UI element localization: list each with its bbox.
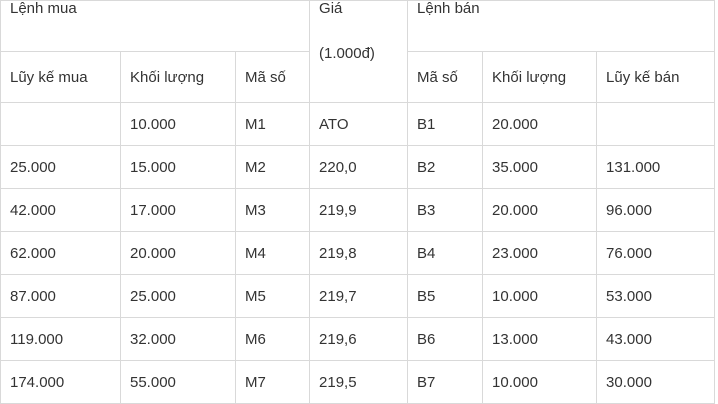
table-row: 42.000 17.000 M3 219,9 B3 20.000 96.000: [0, 188, 716, 232]
sell-group-header: Lệnh bán: [407, 0, 716, 52]
sell-cumulative-cell: [596, 102, 716, 146]
price-cell: 219,5: [309, 360, 409, 404]
price-header: Giá (1.000đ): [309, 0, 409, 103]
buy-volume-cell: 15.000: [120, 145, 236, 189]
buy-cumulative-cell: 25.000: [0, 145, 121, 189]
price-cell: 219,6: [309, 317, 409, 361]
sell-cumulative-cell: 43.000: [596, 317, 716, 361]
table-row: 62.000 20.000 M4 219,8 B4 23.000 76.000: [0, 231, 716, 275]
buy-volume-cell: 10.000: [120, 102, 236, 146]
buy-code-cell: M6: [234, 317, 311, 361]
sell-code-cell: B1: [407, 102, 484, 146]
sell-volume-cell: 13.000: [482, 317, 598, 361]
buy-volume-header: Khối lượng: [120, 51, 236, 103]
price-cell: 219,7: [309, 274, 409, 318]
buy-code-header: Mã số: [234, 51, 311, 103]
sell-volume-cell: 10.000: [482, 360, 598, 404]
sell-volume-header: Khối lượng: [482, 51, 598, 103]
buy-cumulative-cell: 119.000: [0, 317, 121, 361]
sell-code-cell: B2: [407, 145, 484, 189]
table-row: 174.000 55.000 M7 219,5 B7 10.000 30.000: [0, 360, 716, 404]
buy-volume-cell: 32.000: [120, 317, 236, 361]
sell-code-cell: B6: [407, 317, 484, 361]
sell-code-header: Mã số: [407, 51, 484, 103]
sell-cumulative-header: Lũy kế bán: [596, 51, 716, 103]
sell-cumulative-cell: 131.000: [596, 145, 716, 189]
sell-volume-cell: 35.000: [482, 145, 598, 189]
sell-cumulative-cell: 76.000: [596, 231, 716, 275]
price-cell: 219,8: [309, 231, 409, 275]
price-cell: 219,9: [309, 188, 409, 232]
sell-code-cell: B3: [407, 188, 484, 232]
buy-volume-cell: 17.000: [120, 188, 236, 232]
sell-code-cell: B5: [407, 274, 484, 318]
header-row-groups: Lệnh mua Giá (1.000đ) Lệnh bán: [0, 0, 716, 103]
price-cell: 220,0: [309, 145, 409, 189]
sell-cumulative-cell: 96.000: [596, 188, 716, 232]
buy-code-cell: M2: [234, 145, 311, 189]
table-row: 25.000 15.000 M2 220,0 B2 35.000 131.000: [0, 145, 716, 189]
table-row: 10.000 M1 ATO B1 20.000: [0, 102, 716, 146]
sell-volume-cell: 20.000: [482, 188, 598, 232]
sell-volume-cell: 10.000: [482, 274, 598, 318]
sell-cumulative-cell: 30.000: [596, 360, 716, 404]
sell-volume-cell: 23.000: [482, 231, 598, 275]
buy-cumulative-cell: 174.000: [0, 360, 121, 404]
buy-code-cell: M5: [234, 274, 311, 318]
buy-code-cell: M4: [234, 231, 311, 275]
price-unit: (1.000đ): [319, 45, 375, 62]
buy-cumulative-cell: 62.000: [0, 231, 121, 275]
sell-code-cell: B7: [407, 360, 484, 404]
buy-code-cell: M7: [234, 360, 311, 404]
price-cell: ATO: [309, 102, 409, 146]
sell-cumulative-cell: 53.000: [596, 274, 716, 318]
buy-volume-cell: 55.000: [120, 360, 236, 404]
buy-cumulative-cell: [0, 102, 121, 146]
table-row: 119.000 32.000 M6 219,6 B6 13.000 43.000: [0, 317, 716, 361]
header-row-columns: Lũy kế mua Khối lượng Mã số Mã số Khối l…: [0, 51, 716, 103]
buy-cumulative-cell: 42.000: [0, 188, 121, 232]
buy-code-cell: M1: [234, 102, 311, 146]
buy-code-cell: M3: [234, 188, 311, 232]
sell-volume-cell: 20.000: [482, 102, 598, 146]
buy-cumulative-cell: 87.000: [0, 274, 121, 318]
buy-cumulative-header: Lũy kế mua: [0, 51, 121, 103]
price-label: Giá: [319, 0, 343, 17]
buy-group-header: Lệnh mua: [0, 0, 311, 52]
sell-code-cell: B4: [407, 231, 484, 275]
table-row: 87.000 25.000 M5 219,7 B5 10.000 53.000: [0, 274, 716, 318]
buy-volume-cell: 25.000: [120, 274, 236, 318]
buy-volume-cell: 20.000: [120, 231, 236, 275]
